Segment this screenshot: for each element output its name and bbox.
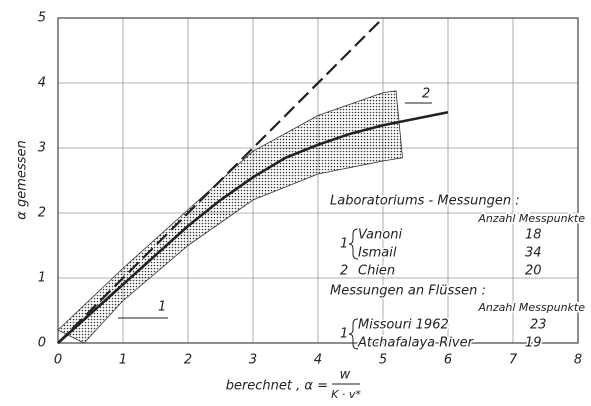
plot-frame — [57, 17, 579, 344]
legend-label: Atchafalaya River — [357, 336, 475, 351]
annotation: 2 — [422, 87, 430, 102]
y-tick-label: 0 — [38, 336, 46, 351]
legend-label: Ismail — [358, 246, 397, 261]
legend-label: Missouri 1962 — [358, 318, 449, 333]
legend-count: 18 — [525, 228, 542, 243]
legend-count: 34 — [525, 246, 542, 261]
x-axis-label: berechnet , α = — [226, 379, 328, 394]
legend-count: 23 — [530, 318, 547, 333]
y-tick-label: 5 — [38, 11, 46, 26]
legend-count-header: Anzahl Messpunkte — [477, 212, 585, 225]
x-tick-label: 5 — [379, 353, 387, 368]
y-tick-label: 2 — [38, 206, 46, 221]
y-tick-label: 1 — [38, 271, 46, 286]
y-tick-label: 4 — [38, 76, 46, 91]
legend-group-number: 1 — [340, 327, 348, 342]
x-tick-label: 7 — [509, 353, 518, 368]
legend-count: 19 — [525, 336, 542, 351]
x-tick-label: 6 — [444, 353, 452, 368]
legend-count: 20 — [525, 264, 542, 279]
legend-brace — [348, 228, 359, 260]
x-tick-label: 4 — [314, 353, 322, 368]
x-label-numerator: w — [340, 368, 351, 383]
annotation: 1 — [158, 300, 166, 315]
x-tick-label: 8 — [574, 353, 582, 368]
legend: Laboratoriums - Messungen : Anzahl Messp… — [329, 192, 587, 352]
legend-count-header: Anzahl Messpunkte — [477, 301, 585, 314]
scatter-band — [57, 90, 403, 344]
y-tick-label: 3 — [38, 141, 46, 156]
curve — [57, 110, 449, 344]
legend-group-number: 1 — [340, 237, 348, 252]
x-tick-label: 2 — [184, 353, 192, 368]
x-tick-label: 3 — [249, 353, 257, 368]
legend-brace — [348, 318, 359, 350]
legend-label: Chien — [358, 264, 395, 279]
x-label-denominator: K · v* — [331, 388, 361, 401]
legend-heading: Laboratoriums - Messungen : — [330, 194, 520, 209]
x-tick-label: 1 — [119, 353, 127, 368]
legend-group-number: 2 — [340, 264, 348, 279]
legend-label: Vanoni — [358, 228, 402, 243]
legend-heading: Messungen an Flüssen : — [330, 284, 486, 299]
dashed-line — [57, 17, 384, 344]
x-tick-label: 0 — [54, 353, 62, 368]
y-axis-label: α gemessen — [15, 140, 30, 219]
